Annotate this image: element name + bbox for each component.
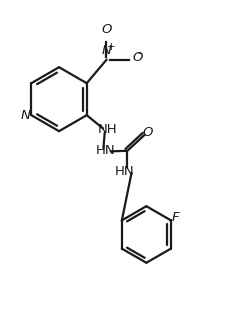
Text: O: O bbox=[101, 23, 112, 36]
Text: +: + bbox=[107, 42, 116, 52]
Text: O: O bbox=[132, 51, 143, 64]
Text: -: - bbox=[137, 47, 141, 60]
Text: F: F bbox=[171, 211, 179, 225]
Text: HN: HN bbox=[96, 144, 116, 157]
Text: NH: NH bbox=[97, 123, 117, 136]
Text: O: O bbox=[142, 126, 153, 139]
Text: N: N bbox=[21, 109, 31, 122]
Text: N: N bbox=[102, 44, 111, 57]
Text: HN: HN bbox=[115, 165, 135, 178]
